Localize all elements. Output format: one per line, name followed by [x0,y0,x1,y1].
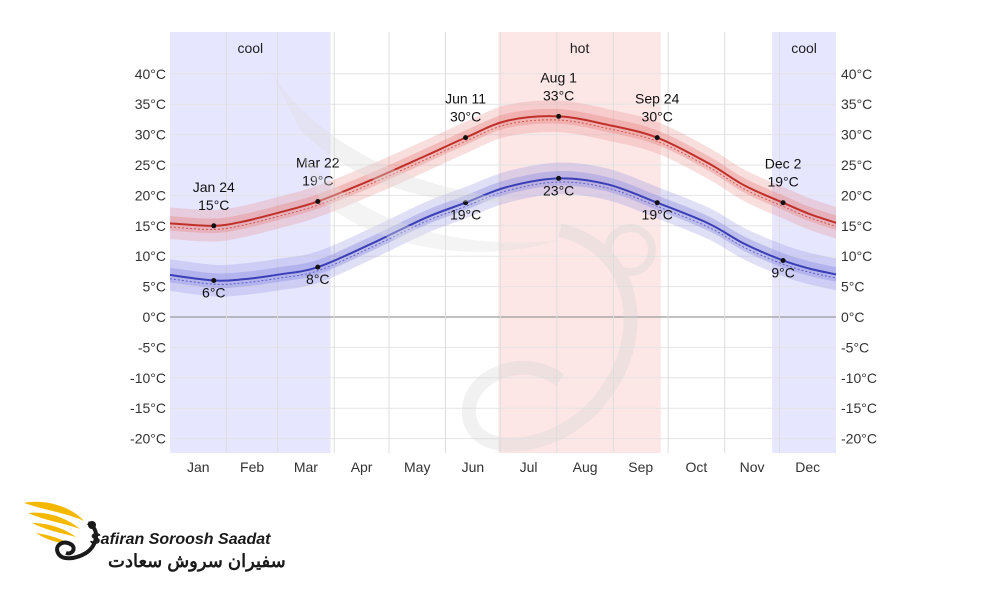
annotation-date: Aug 1 [540,69,577,85]
y-tick-label-right: -15°C [841,400,877,416]
y-tick-label-left: -20°C [130,431,166,447]
high-outer-band [170,100,836,242]
annotations: Jan 24 15°C Mar 22 19°C Jun 11 30°C Aug 1 33°C S… [193,69,802,300]
annotation-value: 19°C [642,207,673,223]
brand-logo: Safiran Soroosh Saadat سفیران سروش سعادت [22,495,312,585]
x-tick-label: Aug [573,459,598,475]
annotation-date: Dec 2 [765,156,802,172]
annotation-value: 30°C [450,109,481,125]
season-band [170,32,331,453]
season-label: cool [237,40,263,56]
y-tick-label-right: -5°C [841,339,869,355]
high-inner-band [170,108,836,234]
y-tick-label-right: 30°C [841,127,872,143]
season-label: hot [570,40,590,56]
x-tick-label: Apr [351,459,373,475]
y-tick-label-right: 40°C [841,66,872,82]
y-axis-right: 40°C 35°C 30°C 25°C 20°C 15°C 10°C 5°C 0°C -5°C -1… [841,66,877,447]
high-dotted-line [169,119,837,230]
x-tick-label: Sep [628,459,653,475]
y-tick-label-left: -10°C [130,370,166,386]
annotation-point [315,264,321,270]
annotation-point [556,175,562,181]
annotation-point [211,278,217,284]
season-band [498,32,661,453]
y-tick-label-right: 15°C [841,218,872,234]
x-tick-label: Nov [740,459,765,475]
y-tick-label-right: -10°C [841,370,877,386]
annotation-point [780,257,786,263]
x-tick-label: Jun [462,459,485,475]
bird-logo-icon [24,501,98,561]
y-tick-label-left: 5°C [143,279,167,295]
season-band [772,32,836,453]
y-tick-label-left: 40°C [135,66,166,82]
x-tick-label: Mar [294,459,318,475]
x-tick-label: Oct [686,459,708,475]
high-line [169,115,837,227]
annotation-date: Mar 22 [296,154,340,170]
y-tick-label-left: 30°C [135,127,166,143]
x-tick-label: Jan [187,459,210,475]
y-tick-label-left: 35°C [135,96,166,112]
annotation-point [315,198,321,204]
x-axis: Jan Feb Mar Apr May Jun Jul Aug Sep Oct Nov Dec [187,459,820,475]
annotation-value: 19°C [302,172,333,188]
x-tick-label: May [404,459,430,475]
watermark-logo [270,70,656,452]
y-tick-label-left: 15°C [135,218,166,234]
annotation-point [463,135,469,141]
annotation-date: Sep 24 [635,91,680,107]
y-tick-label-left: -5°C [138,339,166,355]
x-tick-label: Feb [240,459,264,475]
annotation-point [556,113,562,119]
season-label: cool [791,40,817,56]
series-lines [169,115,837,285]
y-tick-label-left: 25°C [135,157,166,173]
annotation-date: Jun 11 [445,91,486,107]
y-tick-label-right: 20°C [841,187,872,203]
annotation-value: 8°C [306,271,330,287]
annotation-value: 9°C [771,264,795,280]
annotation-value: 15°C [198,197,229,213]
annotation-date: Jan 24 [193,179,235,195]
y-tick-label-right: 25°C [841,157,872,173]
annotation-value: 33°C [543,87,574,103]
y-axis-left: 40°C 35°C 30°C 25°C 20°C 15°C 10°C 5°C 0°C -5°C -1… [130,66,166,447]
annotation-point [211,223,217,229]
annotation-point [463,200,469,206]
season-bands: cool hot cool [170,32,836,453]
y-tick-label-right: 35°C [841,96,872,112]
y-tick-label-left: 0°C [143,309,167,325]
x-tick-label: Dec [795,459,820,475]
y-tick-label-right: 5°C [841,279,865,295]
annotation-value: 19°C [450,207,481,223]
y-tick-label-right: 10°C [841,248,872,264]
annotation-point [654,135,660,141]
x-tick-label: Jul [520,459,538,475]
y-tick-label-right: 0°C [841,309,865,325]
annotation-point [654,200,660,206]
y-tick-label-left: 20°C [135,187,166,203]
grid-lines [170,32,836,453]
brand-name-en: Safiran Soroosh Saadat [90,531,271,548]
brand-name-fa: سفیران سروش سعادت [108,551,286,571]
annotation-value: 6°C [202,285,226,301]
annotation-point [780,200,786,206]
y-tick-label-right: -20°C [841,431,877,447]
y-tick-label-left: -15°C [130,400,166,416]
annotation-value: 19°C [767,174,798,190]
annotation-value: 30°C [642,109,673,125]
low-line [169,177,837,282]
y-tick-label-left: 10°C [135,248,166,264]
annotation-value: 23°C [543,182,574,198]
